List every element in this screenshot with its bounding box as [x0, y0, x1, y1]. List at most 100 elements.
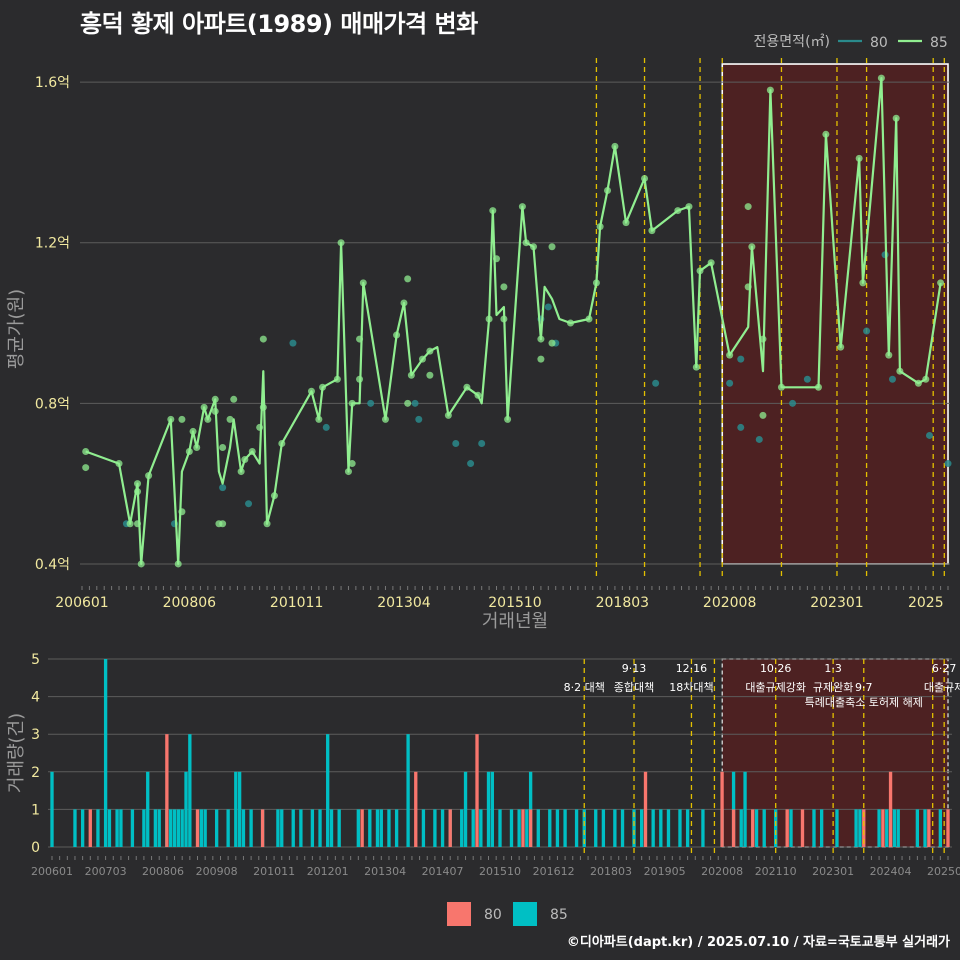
point-85	[226, 415, 234, 423]
volume-bar-85	[103, 659, 108, 847]
volume-bar-85	[176, 809, 181, 847]
point-85	[381, 415, 389, 423]
volume-bar-85	[96, 809, 100, 847]
point-85	[82, 448, 90, 456]
point-85	[278, 439, 286, 447]
volume-bar-85	[701, 809, 705, 847]
point-85	[611, 142, 619, 150]
point-85	[82, 464, 90, 472]
point-85	[855, 154, 863, 162]
volume-legend-swatch-80	[447, 902, 471, 926]
point-85	[337, 239, 345, 247]
volume-y-tick-label: 1	[31, 802, 40, 818]
point-85	[344, 468, 352, 476]
volume-bar-85	[490, 771, 495, 847]
point-85	[256, 423, 264, 431]
source-footer: ©디아파트(dapt.kr) / 2025.07.10 / 자료=국토교통부 실…	[566, 935, 950, 950]
volume-bar-85	[379, 809, 383, 847]
point-85	[189, 427, 197, 435]
point-85	[356, 375, 364, 383]
volume-bar-85	[387, 809, 391, 847]
volume-bar-85	[739, 809, 743, 847]
volume-bar-80	[785, 809, 789, 847]
point-85	[696, 267, 704, 275]
volume-bar-85	[237, 771, 242, 847]
y-tick-label: 1.2억	[35, 236, 70, 252]
volume-x-tick-label: 201905	[644, 865, 686, 878]
volume-bar-85	[525, 809, 529, 847]
point-85	[426, 371, 434, 379]
legend-label-80: 80	[870, 35, 888, 51]
point-85	[400, 299, 408, 307]
point-85	[348, 399, 356, 407]
volume-x-tick-label: 201011	[253, 865, 295, 878]
point-85	[726, 351, 734, 359]
point-85	[230, 395, 238, 403]
volume-bar-85	[640, 809, 644, 847]
policy-annotation: 9·7	[855, 681, 873, 694]
point-85	[259, 403, 267, 411]
volume-bar-85	[188, 734, 192, 847]
volume-bar-85	[582, 809, 586, 847]
point-85	[134, 488, 142, 496]
point-85	[356, 335, 364, 343]
point-80	[478, 439, 486, 447]
point-85	[174, 560, 182, 568]
policy-annotation: 1·3	[824, 662, 842, 675]
point-85	[418, 355, 426, 363]
volume-legend-label-85: 85	[550, 907, 568, 923]
volume-bar-85	[107, 809, 112, 847]
volume-bar-85	[517, 809, 521, 847]
volume-bar-85	[685, 809, 690, 847]
x-tick-label: 200601	[55, 595, 108, 611]
volume-bar-80	[888, 771, 893, 847]
point-85	[178, 415, 186, 423]
policy-annotation: 9·13	[622, 662, 647, 675]
volume-bar-85	[421, 809, 426, 847]
y-tick-label: 1.6억	[35, 75, 70, 91]
policy-annotation: 8·2 대책	[564, 681, 605, 694]
volume-bar-85	[486, 771, 491, 847]
volume-legend-swatch-85	[513, 902, 537, 926]
volume-bar-85	[812, 809, 816, 847]
volume-legend-label-80: 80	[484, 907, 502, 923]
volume-bar-85	[234, 771, 238, 847]
volume-bar-80	[927, 809, 931, 847]
volume-y-tick-label: 5	[31, 652, 40, 668]
point-85	[877, 74, 885, 82]
point-80	[737, 355, 745, 363]
point-85	[115, 460, 123, 468]
point-80	[289, 339, 297, 347]
volume-bar-85	[199, 809, 203, 847]
point-80	[367, 399, 375, 407]
legend-label-85: 85	[930, 35, 948, 51]
volume-bar-85	[299, 809, 303, 847]
volume-y-tick-label: 0	[31, 840, 40, 856]
point-85	[592, 279, 600, 287]
price-chart: 0.4억 0.8억 1.2억 1.6억 200601 200806 201011 201304…	[6, 34, 952, 632]
point-85	[759, 335, 767, 343]
point-85	[407, 371, 415, 379]
volume-bar-85	[762, 809, 766, 847]
volume-bar-85	[157, 809, 161, 847]
volume-bar-85	[291, 809, 295, 847]
volume-bar-85	[678, 809, 682, 847]
volume-x-tick-label: 201510	[479, 865, 521, 878]
volume-x-tick-label: 200703	[85, 865, 127, 878]
volume-bar-80	[475, 734, 479, 847]
point-85	[359, 279, 367, 287]
point-85	[426, 347, 434, 355]
chart-title: 흥덕 황제 아파트(1989) 매매가격 변화	[80, 10, 478, 38]
volume-bar-85	[329, 809, 334, 847]
point-85	[211, 407, 219, 415]
highlight-region	[721, 63, 949, 565]
volume-x-tick-label: 202301	[812, 865, 854, 878]
volume-y-axis-title: 거래량(건)	[6, 713, 27, 793]
point-80	[863, 327, 871, 335]
point-85	[134, 520, 142, 528]
volume-bar-80	[800, 809, 805, 847]
line-85	[85, 77, 942, 565]
volume-bar-85	[356, 809, 360, 847]
policy-annotation: 대출규제	[924, 681, 960, 694]
point-85	[537, 355, 545, 363]
